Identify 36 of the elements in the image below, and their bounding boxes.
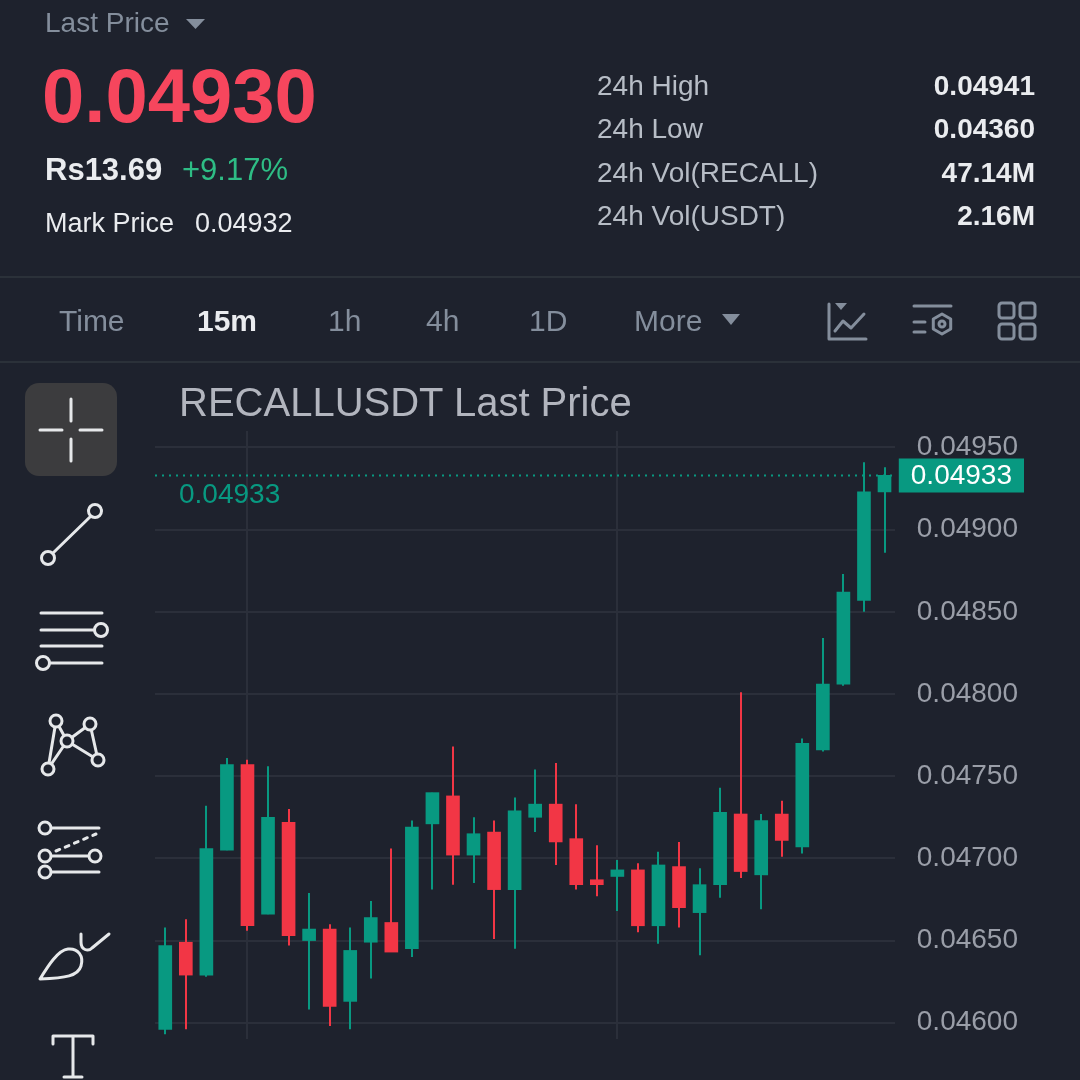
chart-title: RECALLUSDT Last Price xyxy=(179,380,632,425)
text: 0.04930 xyxy=(42,52,317,140)
text: 0.04941 xyxy=(933,69,1035,103)
text: More xyxy=(634,303,703,339)
y-tick-label: 0.04650 xyxy=(916,923,1019,955)
y-tick-label: 0.04750 xyxy=(916,758,1019,790)
text: 15m xyxy=(197,303,258,339)
text: 47.14M xyxy=(941,156,1035,190)
candlestick xyxy=(528,768,542,834)
text: 1h xyxy=(328,303,362,339)
candlestick xyxy=(302,891,316,1011)
text: 0.04933 xyxy=(910,459,1013,491)
text: Mark Price xyxy=(45,208,175,240)
text: 0.04360 xyxy=(933,112,1035,146)
y-tick-label: 0.04600 xyxy=(916,1005,1019,1037)
text: Rs13.69 xyxy=(45,152,163,188)
text: Time xyxy=(59,303,125,339)
text: 0.04932 xyxy=(195,208,293,240)
text: 24h Low xyxy=(597,112,703,146)
y-tick-label: 0.04900 xyxy=(916,512,1019,544)
text: 24h Vol(RECALL) xyxy=(597,156,819,190)
candlestick xyxy=(466,816,481,885)
y-tick-label: 0.04950 xyxy=(916,430,1019,462)
text: 4h xyxy=(426,303,460,339)
y-tick-label: 0.04850 xyxy=(916,594,1019,626)
text: 2.16M xyxy=(957,199,1035,233)
text: Last Price xyxy=(45,6,170,40)
text: +9.17% xyxy=(182,152,289,188)
text: 1D xyxy=(529,303,568,339)
candlestick xyxy=(610,859,625,912)
y-tick-label: 0.04700 xyxy=(916,841,1019,873)
ref-line-label: 0.04933 xyxy=(179,478,281,510)
text: 24h Vol(USDT) xyxy=(597,199,786,233)
y-tick-label: 0.04800 xyxy=(916,676,1019,708)
candlestick xyxy=(589,844,604,898)
text: 24h High xyxy=(597,69,710,103)
